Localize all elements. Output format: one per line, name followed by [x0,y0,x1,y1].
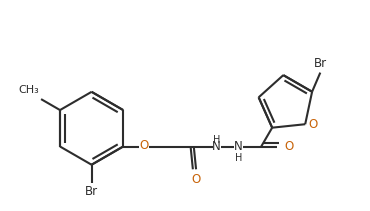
Text: O: O [284,140,293,153]
Text: H: H [213,135,220,145]
Text: O: O [308,118,317,131]
Text: O: O [191,173,201,186]
Text: N: N [234,140,243,153]
Text: N: N [212,140,221,153]
Text: Br: Br [85,185,98,198]
Text: O: O [139,139,148,152]
Text: Br: Br [314,57,327,70]
Text: H: H [235,153,242,163]
Text: CH₃: CH₃ [18,85,39,95]
